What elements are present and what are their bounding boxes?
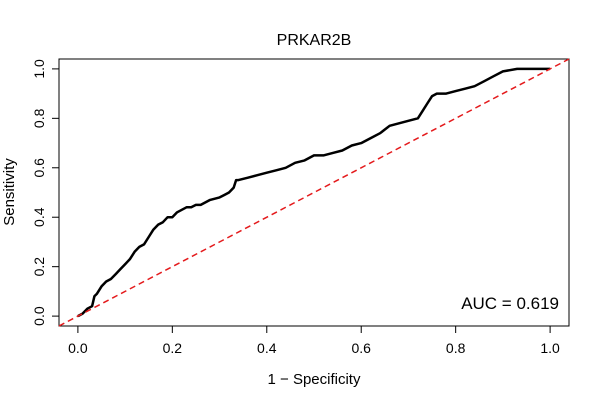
y-tick-label: 0.6 xyxy=(31,158,47,178)
auc-annotation: AUC = 0.619 xyxy=(461,294,559,313)
chart-title: PRKAR2B xyxy=(277,32,352,49)
x-tick-label: 0.4 xyxy=(257,340,277,356)
chance-line xyxy=(58,58,570,327)
y-tick-label: 0.2 xyxy=(31,257,47,277)
y-tick-label: 0.4 xyxy=(31,207,47,227)
y-tick-label: 0.0 xyxy=(31,306,47,326)
x-tick-label: 0.6 xyxy=(351,340,371,356)
y-tick-label: 0.8 xyxy=(31,108,47,128)
y-axis-label: Sensitivity xyxy=(1,158,18,226)
x-axis: 0.0 0.2 0.4 0.6 0.8 1.0 xyxy=(68,325,560,356)
y-axis: 0.0 0.2 0.4 0.6 0.8 1.0 xyxy=(31,59,60,326)
series-layer xyxy=(58,58,570,327)
x-tick-label: 0.0 xyxy=(68,340,88,356)
x-tick-label: 0.8 xyxy=(446,340,466,356)
y-tick-label: 1.0 xyxy=(31,59,47,79)
x-tick-label: 1.0 xyxy=(540,340,560,356)
roc-curve xyxy=(77,67,551,318)
plot-frame xyxy=(58,58,570,327)
x-tick-label: 0.2 xyxy=(163,340,183,356)
x-axis-label: 1 − Specificity xyxy=(268,371,361,388)
